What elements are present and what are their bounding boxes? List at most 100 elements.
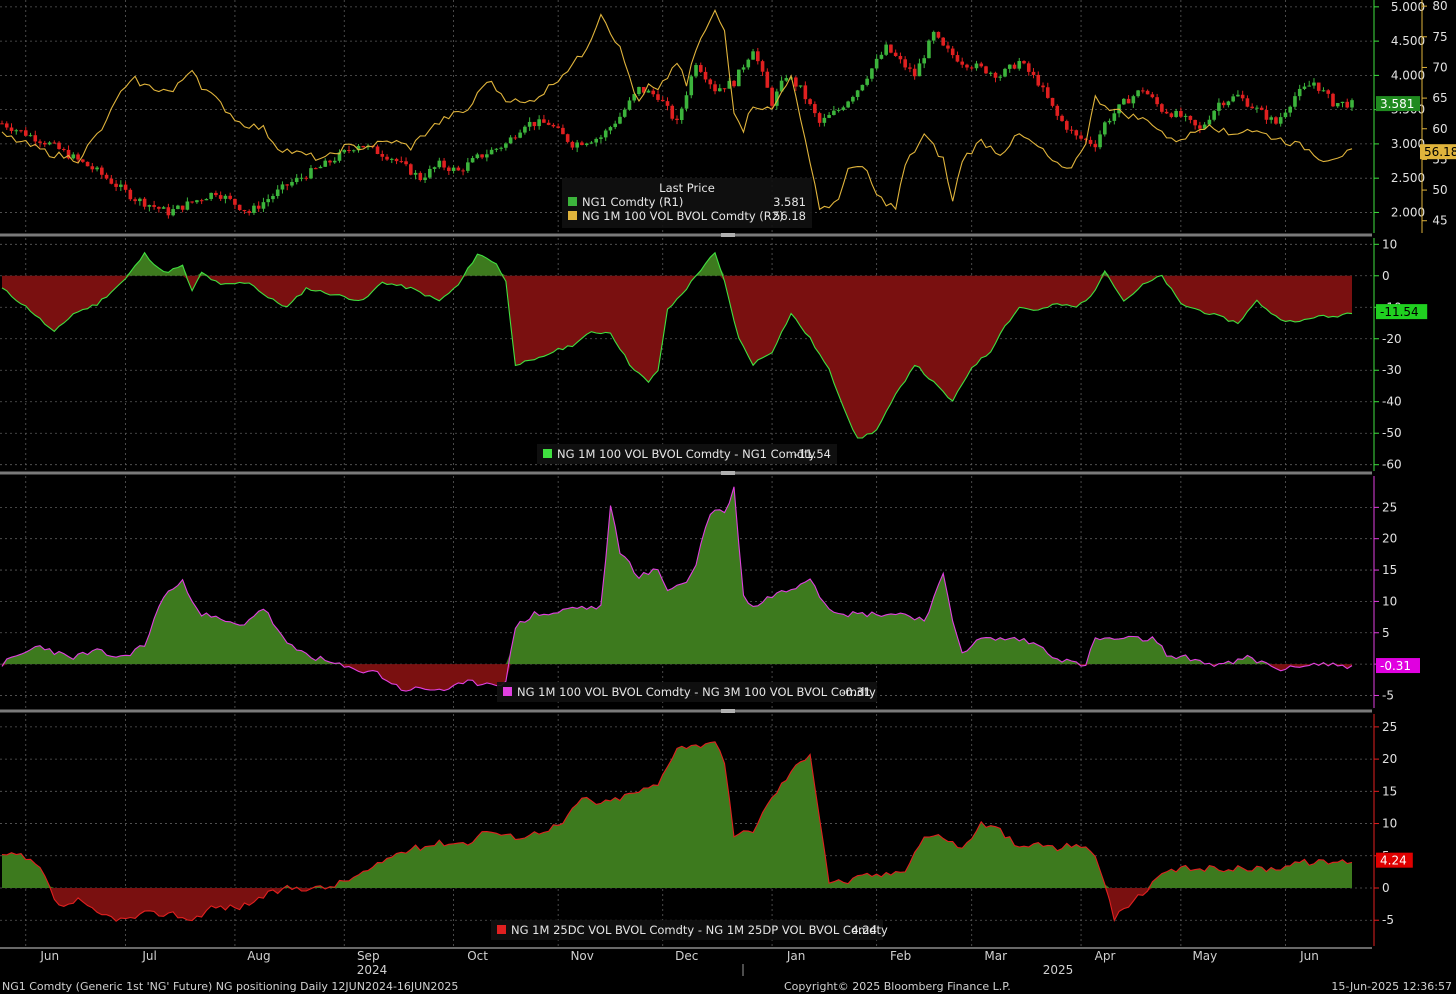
candle-body bbox=[394, 158, 399, 162]
candle-body bbox=[147, 205, 152, 207]
candle-body bbox=[1183, 115, 1188, 117]
candle-body bbox=[1288, 106, 1293, 113]
legend-value: -0.31 bbox=[841, 685, 871, 699]
candle-body bbox=[247, 211, 251, 213]
candle-body bbox=[209, 192, 213, 199]
axis-panel-3: 2520151050-5 bbox=[1373, 476, 1397, 708]
candle-body bbox=[1212, 110, 1216, 120]
candle-body bbox=[613, 123, 618, 128]
candle-body bbox=[1174, 110, 1178, 117]
candle-body bbox=[104, 174, 109, 179]
candle-body bbox=[1350, 100, 1354, 108]
tick-label: 0 bbox=[1382, 269, 1390, 283]
candle-body bbox=[570, 141, 575, 148]
candle-body bbox=[114, 183, 118, 187]
last-value-badge: -0.31 bbox=[1380, 659, 1411, 673]
candle-body bbox=[912, 68, 917, 77]
candle-body bbox=[313, 168, 318, 170]
candle-body bbox=[38, 141, 42, 143]
candle-body bbox=[1321, 90, 1326, 92]
candle-body bbox=[893, 52, 898, 56]
candle-body bbox=[836, 109, 841, 111]
last-price-badge: 3.581 bbox=[1380, 97, 1414, 111]
candle-body bbox=[1136, 90, 1140, 97]
month-label: Dec bbox=[675, 949, 698, 963]
candle-body bbox=[784, 78, 789, 81]
candle-body bbox=[461, 170, 465, 172]
candle-body bbox=[660, 99, 665, 102]
tick-label: 15 bbox=[1382, 784, 1397, 798]
candle-body bbox=[451, 167, 456, 171]
candle-body bbox=[1217, 102, 1221, 111]
candle-body bbox=[1003, 68, 1007, 77]
candle-body bbox=[237, 204, 242, 210]
candle-body bbox=[675, 118, 679, 121]
axis-panel-4: 2520151050-5 bbox=[1373, 714, 1397, 946]
candle-body bbox=[575, 142, 579, 148]
candle-body bbox=[176, 205, 180, 210]
candle-body bbox=[299, 177, 304, 179]
month-label: Sep bbox=[357, 949, 380, 963]
candle-body bbox=[1131, 96, 1136, 104]
candle-body bbox=[993, 72, 998, 78]
candle-body bbox=[1145, 90, 1150, 95]
candle-body bbox=[684, 95, 689, 109]
candle-body bbox=[860, 84, 865, 91]
footer-copyright: Copyright© 2025 Bloomberg Finance L.P. bbox=[784, 980, 1011, 993]
candle-body bbox=[1240, 94, 1245, 99]
legend-title: Last Price bbox=[659, 181, 715, 195]
candle-body bbox=[1259, 107, 1264, 110]
candle-body bbox=[988, 72, 993, 74]
candle-body bbox=[917, 63, 922, 77]
candle-body bbox=[1122, 98, 1126, 105]
tick-label: 10 bbox=[1382, 594, 1397, 608]
panel-divider-handle bbox=[721, 233, 735, 237]
candle-body bbox=[1274, 117, 1278, 124]
candle-body bbox=[1007, 64, 1012, 69]
legend-background bbox=[562, 178, 812, 228]
candle-body bbox=[927, 40, 931, 59]
tick-label: 50 bbox=[1432, 183, 1447, 197]
tick-label: 15 bbox=[1382, 563, 1397, 577]
candle-body bbox=[266, 199, 270, 203]
candle-body bbox=[42, 142, 47, 145]
candle-body bbox=[375, 146, 380, 155]
tick-label: 10 bbox=[1382, 817, 1397, 831]
candle-body bbox=[822, 117, 827, 123]
candle-body bbox=[1255, 107, 1259, 109]
candle-body bbox=[152, 205, 156, 207]
tick-label: -20 bbox=[1382, 332, 1402, 346]
candle-body bbox=[304, 177, 309, 179]
tick-label: 4.500 bbox=[1391, 34, 1425, 48]
candle-body bbox=[1079, 135, 1083, 139]
candle-body bbox=[946, 45, 950, 49]
candle-body bbox=[694, 65, 698, 77]
candle-body bbox=[760, 61, 765, 72]
candle-body bbox=[637, 86, 641, 95]
series-line bbox=[1, 251, 1353, 439]
candle-body bbox=[323, 160, 328, 167]
legend-swatch bbox=[497, 925, 506, 934]
candle-body bbox=[632, 94, 637, 101]
candle-body bbox=[423, 177, 427, 181]
positive-area bbox=[2, 252, 1352, 276]
candle-body bbox=[808, 99, 812, 105]
candle-body bbox=[233, 198, 237, 205]
candle-body bbox=[480, 154, 484, 158]
candle-body bbox=[622, 109, 627, 117]
tick-label: 70 bbox=[1432, 60, 1447, 74]
candle-body bbox=[1264, 109, 1269, 120]
month-label: Apr bbox=[1095, 949, 1116, 963]
candle-body bbox=[618, 116, 622, 124]
candle-body bbox=[665, 101, 670, 106]
candle-body bbox=[1245, 98, 1250, 107]
legend-value: 4.24 bbox=[851, 923, 877, 937]
candle-body bbox=[651, 90, 656, 95]
candle-body bbox=[870, 68, 874, 79]
candle-body bbox=[356, 145, 361, 151]
candle-body bbox=[1126, 98, 1131, 104]
legend-background bbox=[537, 444, 837, 464]
candle-body bbox=[803, 85, 808, 100]
candle-body bbox=[128, 189, 133, 200]
